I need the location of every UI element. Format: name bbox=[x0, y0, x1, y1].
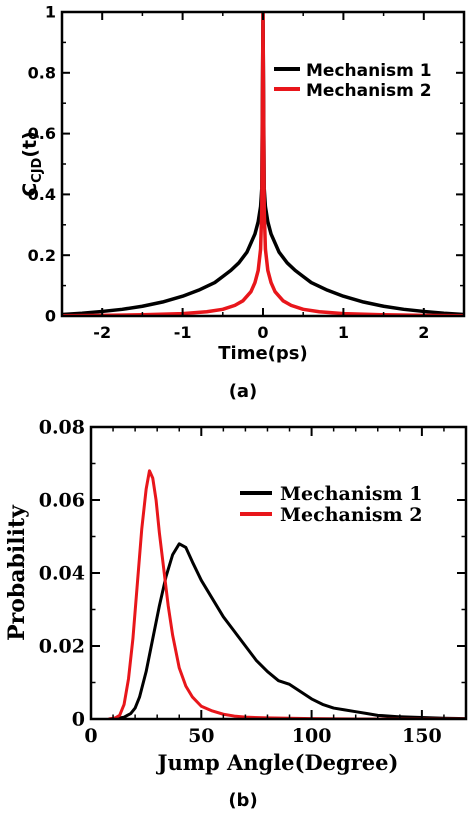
panel-a-y-label-main: C bbox=[19, 183, 41, 197]
panel-a-ticks: -2 -1 0 1 2 0 0.2 0.4 0.6 0.8 1 bbox=[28, 3, 465, 342]
panel-b-plot-frame bbox=[89, 425, 468, 721]
panel-b-caption: (b) bbox=[228, 790, 257, 811]
panel-a-x-tick-label: 1 bbox=[338, 323, 349, 342]
panel-b-y-tick-label: 0 bbox=[72, 709, 85, 731]
panel-a-y-axis-label: CCJD(t) bbox=[19, 131, 45, 197]
panel-b-x-tick-label: 50 bbox=[188, 725, 214, 747]
legend-a-label-mechanism-2: Mechanism 2 bbox=[306, 81, 432, 101]
panel-a-series-line-2 bbox=[62, 12, 464, 316]
panel-a-y-label-sub: CJD bbox=[30, 157, 45, 182]
svg-text:CCJD(t): CCJD(t) bbox=[19, 131, 45, 197]
panel-a-caption: (a) bbox=[229, 381, 258, 402]
panel-b-y-tick-label: 0.02 bbox=[39, 636, 85, 658]
panel-a-series-line-1 bbox=[62, 12, 464, 316]
panel-b-y-axis-label: Probability bbox=[4, 504, 30, 641]
panel-b-y-tick-label: 0.04 bbox=[39, 563, 85, 585]
panel-b-y-tick-label: 0.06 bbox=[39, 490, 85, 512]
panel-b: 0 50 100 150 0 0.02 0.04 0.06 0.08 Mechanism 1 M… bbox=[4, 417, 468, 811]
panel-b-x-tick-label: 0 bbox=[84, 725, 97, 747]
panel-a-series-layer bbox=[62, 12, 464, 316]
panel-a-x-tick-label: 0 bbox=[257, 323, 268, 342]
panel-b-x-axis-label: Jump Angle(Degree) bbox=[156, 750, 399, 775]
panel-b-y-tick-label: 0.08 bbox=[39, 417, 85, 439]
panel-a-y-tick-label: 0.6 bbox=[28, 124, 56, 143]
panel-b-ticks: 0 50 100 150 0 0.02 0.04 0.06 0.08 bbox=[39, 417, 467, 747]
panel-a-y-tick-label: 0.8 bbox=[28, 63, 56, 82]
panel-a-y-tick-label: 0.4 bbox=[28, 185, 56, 204]
panel-b-x-tick-label: 150 bbox=[402, 725, 442, 747]
panel-a-y-label-tail: (t) bbox=[19, 131, 41, 157]
panel-a-legend: Mechanism 1 Mechanism 2 bbox=[274, 61, 432, 101]
panel-a-x-tick-label: -2 bbox=[93, 323, 111, 342]
panel-a-y-tick-label: 0 bbox=[45, 307, 56, 326]
panel-b-x-tick-label: 100 bbox=[292, 725, 332, 747]
panel-a-x-tick-label: 2 bbox=[418, 323, 429, 342]
panel-b-series-line-1 bbox=[112, 542, 466, 719]
panel-a-x-tick-label: -1 bbox=[174, 323, 192, 342]
panel-a-y-tick-label: 0.2 bbox=[28, 246, 56, 265]
legend-b-label-mechanism-2: Mechanism 2 bbox=[280, 504, 422, 526]
panel-a-y-tick-label: 1 bbox=[45, 3, 56, 22]
panel-a-x-axis-label: Time(ps) bbox=[218, 343, 307, 364]
legend-a-label-mechanism-1: Mechanism 1 bbox=[306, 61, 432, 81]
panel-a: -2 -1 0 1 2 0 0.2 0.4 0.6 0.8 1 Mechanism 1 Mechan… bbox=[19, 3, 466, 402]
legend-b-label-mechanism-1: Mechanism 1 bbox=[280, 483, 422, 505]
panel-b-legend: Mechanism 1 Mechanism 2 bbox=[240, 483, 422, 526]
